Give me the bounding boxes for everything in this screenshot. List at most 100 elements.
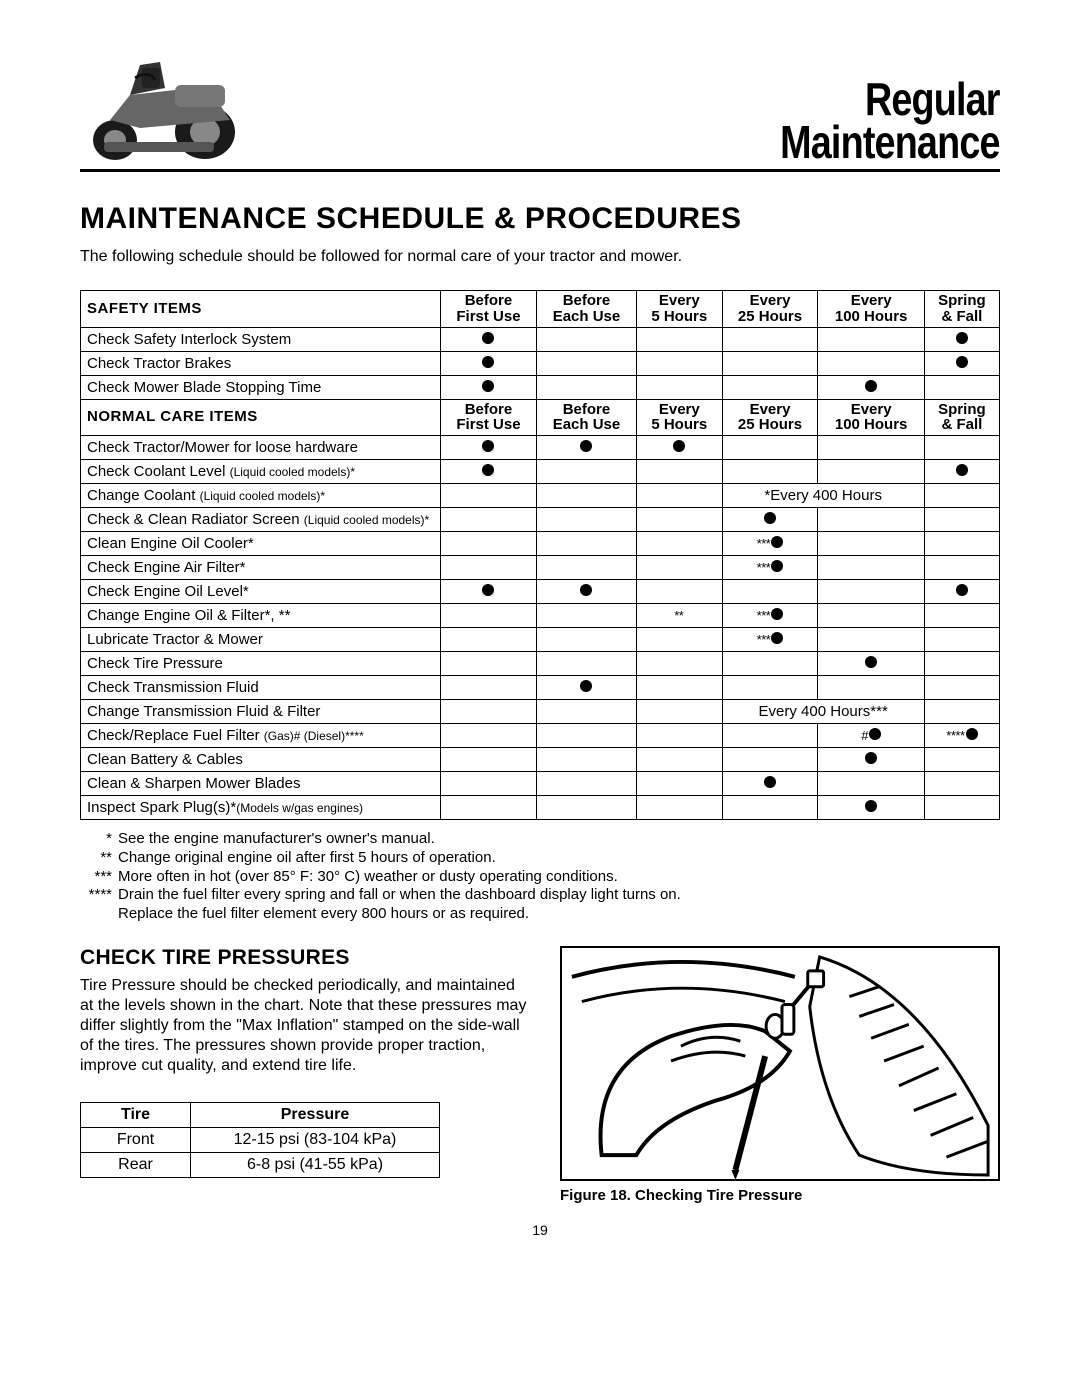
footnote-symbol [80, 905, 118, 924]
mark-cell [441, 796, 537, 820]
mark-cell [818, 748, 924, 772]
column-header: BeforeFirst Use [441, 399, 537, 436]
tractor-illustration [80, 50, 250, 165]
column-header: Every25 Hours [722, 291, 818, 328]
footnote-text: Change original engine oil after first 5… [118, 849, 1000, 868]
table-row-item: Check Tractor/Mower for loose hardware [81, 436, 441, 460]
mark-cell [722, 748, 818, 772]
mark-cell [441, 580, 537, 604]
span-cell: Every 400 Hours*** [722, 700, 924, 724]
mark-cell [818, 604, 924, 628]
footnote-text: Replace the fuel filter element every 80… [118, 905, 1000, 924]
mark-cell [637, 460, 723, 484]
mark-cell [722, 772, 818, 796]
mark-cell [536, 748, 636, 772]
mark-cell [441, 508, 537, 532]
intro-text: The following schedule should be followe… [80, 248, 1000, 266]
mark-cell: *** [722, 604, 818, 628]
footnote-row: *See the engine manufacturer's owner's m… [80, 830, 1000, 849]
mark-cell [536, 556, 636, 580]
mark-cell [722, 351, 818, 375]
mark-cell [637, 652, 723, 676]
mark-cell [924, 628, 999, 652]
mark-cell [441, 484, 537, 508]
table-row-item: Check Coolant Level (Liquid cooled model… [81, 460, 441, 484]
mark-cell [536, 460, 636, 484]
footnote-symbol: *** [80, 868, 118, 887]
mark-cell [924, 652, 999, 676]
table-row-item: Change Coolant (Liquid cooled models)* [81, 484, 441, 508]
mark-cell: *** [722, 532, 818, 556]
tire-gauge-icon [562, 946, 998, 1181]
tire-pressure-left: CHECK TIRE PRESSURES Tire Pressure shoul… [80, 946, 530, 1204]
mark-cell [536, 652, 636, 676]
mark-cell [441, 327, 537, 351]
mark-cell [722, 796, 818, 820]
span-cell: *Every 400 Hours [722, 484, 924, 508]
mark-cell: # [818, 724, 924, 748]
tire-pressure-section: CHECK TIRE PRESSURES Tire Pressure shoul… [80, 946, 1000, 1204]
mark-cell [441, 652, 537, 676]
mark-cell [818, 532, 924, 556]
column-header: Spring& Fall [924, 399, 999, 436]
mark-cell [637, 724, 723, 748]
table-row-item: Check Engine Air Filter* [81, 556, 441, 580]
section-label: NORMAL CARE ITEMS [81, 399, 441, 436]
mark-cell [637, 508, 723, 532]
mark-cell [924, 532, 999, 556]
figure-illustration [560, 946, 1000, 1181]
table-row-item: Check & Clean Radiator Screen (Liquid co… [81, 508, 441, 532]
column-header: Spring& Fall [924, 291, 999, 328]
footnote-symbol: **** [80, 886, 118, 905]
mark-cell [637, 676, 723, 700]
mark-cell [536, 700, 636, 724]
mark-cell [637, 700, 723, 724]
mark-cell [637, 628, 723, 652]
section-label: SAFETY ITEMS [81, 291, 441, 328]
column-header: BeforeEach Use [536, 291, 636, 328]
mark-cell [722, 724, 818, 748]
mark-cell [637, 484, 723, 508]
table-row-item: Check Transmission Fluid [81, 676, 441, 700]
mark-cell [722, 327, 818, 351]
mark-cell [722, 508, 818, 532]
title-line-2: Maintenance [781, 121, 1000, 165]
mark-cell [924, 580, 999, 604]
mark-cell [536, 327, 636, 351]
tire-pressure-figure: Figure 18. Checking Tire Pressure [560, 946, 1000, 1204]
table-row-item: Lubricate Tractor & Mower [81, 628, 441, 652]
tire-table-cell: Front [81, 1127, 191, 1152]
mark-cell [536, 375, 636, 399]
footnote-text: More often in hot (over 85° F: 30° C) we… [118, 868, 1000, 887]
mark-cell [818, 628, 924, 652]
mark-cell [722, 580, 818, 604]
footnotes: *See the engine manufacturer's owner's m… [80, 830, 1000, 924]
mark-cell [818, 351, 924, 375]
mark-cell [441, 375, 537, 399]
mark-cell [818, 508, 924, 532]
mark-cell [924, 375, 999, 399]
mark-cell [536, 351, 636, 375]
main-heading: MAINTENANCE SCHEDULE & PROCEDURES [80, 202, 1000, 236]
table-row-item: Check Tractor Brakes [81, 351, 441, 375]
mark-cell [722, 375, 818, 399]
mark-cell [441, 772, 537, 796]
table-row-item: Check Safety Interlock System [81, 327, 441, 351]
mark-cell [441, 748, 537, 772]
mark-cell [924, 556, 999, 580]
mark-cell [441, 724, 537, 748]
page: Regular Maintenance MAINTENANCE SCHEDULE… [0, 0, 1080, 1268]
table-row-item: Clean Engine Oil Cooler* [81, 532, 441, 556]
footnote-row: ****Drain the fuel filter every spring a… [80, 886, 1000, 905]
mark-cell: **** [924, 724, 999, 748]
mark-cell [441, 436, 537, 460]
tire-table-cell: 12-15 psi (83-104 kPa) [191, 1127, 440, 1152]
mark-cell [818, 676, 924, 700]
tire-table-cell: Rear [81, 1152, 191, 1177]
footnote-row: Replace the fuel filter element every 80… [80, 905, 1000, 924]
maintenance-schedule-table: SAFETY ITEMS BeforeFirst Use BeforeEach Us… [80, 290, 1000, 820]
mark-cell [818, 556, 924, 580]
title-line-1: Regular [781, 78, 1000, 122]
mark-cell [536, 676, 636, 700]
page-number: 19 [80, 1222, 1000, 1238]
